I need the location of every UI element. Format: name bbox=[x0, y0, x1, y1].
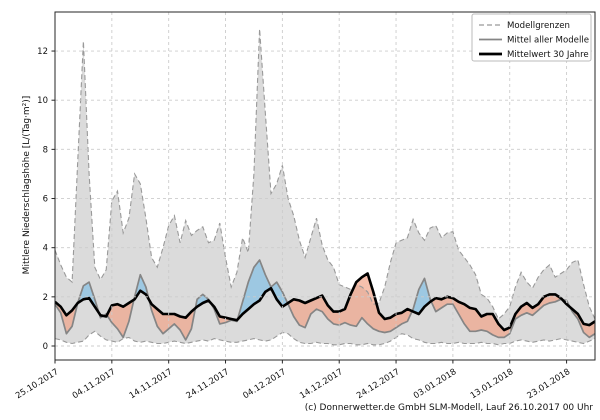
x-axis: 25.10.2017 04.11.2017 14.11.2017 24.11.2017… bbox=[14, 360, 572, 401]
y-tick-label: 12 bbox=[37, 47, 48, 57]
x-tick-label: 24.12.2017 bbox=[355, 367, 402, 401]
y-tick-label: 4 bbox=[43, 244, 48, 254]
grid bbox=[54, 12, 595, 360]
legend-label: Mittelwert 30 Jahre bbox=[507, 50, 589, 60]
model-max-line bbox=[55, 28, 595, 320]
y-tick-label: 10 bbox=[37, 96, 48, 106]
copyright-caption: (c) Donnerwetter.de GmbH SLM-Modell, Lau… bbox=[304, 403, 593, 413]
legend-label: Mittel aller Modelle bbox=[507, 36, 589, 46]
x-tick-label: 13.01.2018 bbox=[469, 367, 516, 401]
x-tick-label: 25.10.2017 bbox=[14, 367, 61, 401]
x-tick-label: 14.11.2017 bbox=[128, 367, 175, 401]
y-axis-label: Mittlere Niederschlagshöhe [L/(Tag·m²)] bbox=[22, 95, 32, 275]
legend-entry: Modellgrenzen bbox=[479, 21, 570, 31]
plot-area bbox=[55, 28, 595, 346]
legend-entry: Mittelwert 30 Jahre bbox=[479, 50, 589, 60]
y-tick-label: 8 bbox=[43, 145, 48, 155]
legend-entry: Mittel aller Modelle bbox=[479, 36, 589, 46]
x-tick-label: 23.01.2018 bbox=[526, 367, 573, 401]
y-tick-label: 6 bbox=[43, 195, 48, 205]
y-tick-label: 2 bbox=[43, 293, 48, 303]
x-tick-label: 04.11.2017 bbox=[71, 367, 118, 401]
y-tick-label: 0 bbox=[43, 342, 48, 352]
model-mean-line bbox=[55, 259, 595, 341]
normal-30y-line bbox=[55, 272, 595, 332]
model-range-band bbox=[55, 28, 595, 345]
legend-label: Modellgrenzen bbox=[507, 21, 570, 31]
legend-box bbox=[471, 13, 592, 62]
below-normal-fill bbox=[55, 273, 595, 340]
x-tick-label: 14.12.2017 bbox=[298, 367, 345, 401]
model-min-line bbox=[55, 330, 595, 346]
x-tick-label: 24.11.2017 bbox=[185, 367, 232, 401]
x-tick-label: 03.01.2018 bbox=[412, 367, 459, 401]
y-axis: 0 2 4 6 8 10 12 bbox=[37, 47, 55, 352]
plot-border bbox=[54, 11, 596, 361]
legend: Modellgrenzen Mittel aller Modelle Mittelw… bbox=[471, 13, 592, 62]
x-tick-label: 04.12.2017 bbox=[241, 367, 288, 401]
